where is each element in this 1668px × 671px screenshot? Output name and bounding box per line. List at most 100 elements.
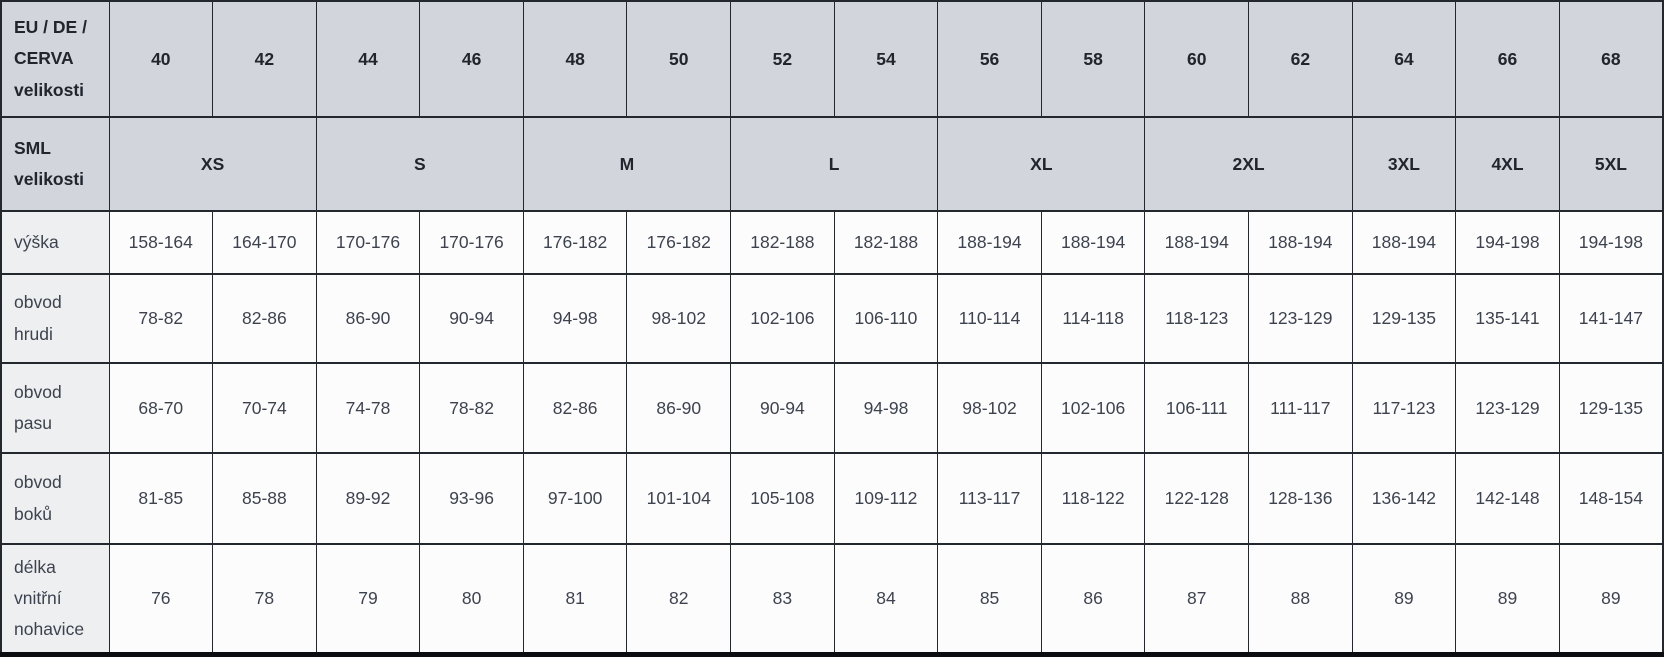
table-row: obvod hrudi 78-82 82-86 86-90 90-94 94-98 98-1… — [0, 273, 1664, 364]
measurement-value-cell: 81 — [522, 543, 628, 655]
measurement-value-cell: 129-135 — [1351, 273, 1457, 364]
measurement-value-cell: 142-148 — [1455, 452, 1560, 545]
measurement-row-label: délka vnitřní nohavice — [0, 543, 110, 655]
measurement-value-cell: 85-88 — [212, 452, 317, 545]
measurement-value-cell: 98-102 — [937, 362, 1042, 454]
measurement-value-cell: 110-114 — [937, 273, 1042, 364]
measurement-value-cell: 70-74 — [212, 362, 317, 454]
measurement-value-cell: 117-123 — [1351, 362, 1457, 454]
eu-size-cell: 44 — [315, 0, 421, 118]
measurement-value-cell: 68-70 — [108, 362, 214, 454]
measurement-value-cell: 97-100 — [522, 452, 628, 545]
measurement-value-cell: 194-198 — [1455, 210, 1560, 275]
measurement-row-label: obvod pasu — [0, 362, 110, 454]
measurement-value-cell: 129-135 — [1558, 362, 1664, 454]
measurement-value-cell: 136-142 — [1351, 452, 1457, 545]
measurement-value-cell: 135-141 — [1455, 273, 1560, 364]
size-chart-body: EU / DE / CERVA velikosti 40 42 44 46 48 50 52 5… — [0, 0, 1664, 655]
eu-size-cell: 48 — [522, 0, 628, 118]
sml-size-group-cell: XL — [937, 116, 1146, 212]
size-chart-table: EU / DE / CERVA velikosti 40 42 44 46 48 50 52 5… — [0, 0, 1664, 657]
measurement-value-cell: 89 — [1558, 543, 1664, 655]
measurement-value-cell: 89 — [1455, 543, 1560, 655]
table-row: délka vnitřní nohavice 76 78 79 80 81 82 83 84 85… — [0, 543, 1664, 655]
eu-size-cell: 60 — [1144, 0, 1250, 118]
measurement-value-cell: 176-182 — [522, 210, 628, 275]
eu-size-cell: 62 — [1248, 0, 1353, 118]
measurement-value-cell: 93-96 — [419, 452, 524, 545]
measurement-value-cell: 80 — [419, 543, 524, 655]
eu-size-cell: 56 — [937, 0, 1042, 118]
eu-size-cell: 46 — [419, 0, 524, 118]
measurement-value-cell: 109-112 — [833, 452, 939, 545]
measurement-value-cell: 87 — [1144, 543, 1250, 655]
measurement-value-cell: 123-129 — [1248, 273, 1353, 364]
measurement-value-cell: 188-194 — [1248, 210, 1353, 275]
sml-size-group-cell: 2XL — [1144, 116, 1353, 212]
measurement-value-cell: 94-98 — [522, 273, 628, 364]
measurement-value-cell: 89-92 — [315, 452, 421, 545]
measurement-value-cell: 182-188 — [730, 210, 835, 275]
eu-size-cell: 58 — [1040, 0, 1146, 118]
measurement-value-cell: 102-106 — [1040, 362, 1146, 454]
measurement-value-cell: 90-94 — [730, 362, 835, 454]
eu-sizes-header-label: EU / DE / CERVA velikosti — [0, 0, 110, 118]
measurement-value-cell: 101-104 — [626, 452, 732, 545]
measurement-value-cell: 90-94 — [419, 273, 524, 364]
measurement-value-cell: 89 — [1351, 543, 1457, 655]
measurement-value-cell: 106-110 — [833, 273, 939, 364]
eu-size-cell: 64 — [1351, 0, 1457, 118]
eu-size-cell: 50 — [626, 0, 732, 118]
eu-size-cell: 68 — [1558, 0, 1664, 118]
measurement-value-cell: 122-128 — [1144, 452, 1250, 545]
measurement-value-cell: 114-118 — [1040, 273, 1146, 364]
measurement-value-cell: 78-82 — [108, 273, 214, 364]
measurement-value-cell: 79 — [315, 543, 421, 655]
table-row: výška 158-164 164-170 170-176 170-176 176-182… — [0, 210, 1664, 275]
sml-size-group-cell: 3XL — [1351, 116, 1457, 212]
measurement-value-cell: 176-182 — [626, 210, 732, 275]
eu-size-cell: 52 — [730, 0, 835, 118]
sml-sizes-header-label: SML velikosti — [0, 116, 110, 212]
sml-size-group-cell: S — [315, 116, 524, 212]
measurement-value-cell: 128-136 — [1248, 452, 1353, 545]
measurement-value-cell: 170-176 — [419, 210, 524, 275]
measurement-value-cell: 118-123 — [1144, 273, 1250, 364]
measurement-value-cell: 88 — [1248, 543, 1353, 655]
measurement-value-cell: 83 — [730, 543, 835, 655]
measurement-value-cell: 102-106 — [730, 273, 835, 364]
measurement-value-cell: 78-82 — [419, 362, 524, 454]
measurement-value-cell: 86-90 — [626, 362, 732, 454]
table-row: obvod boků 81-85 85-88 89-92 93-96 97-100 101-… — [0, 452, 1664, 545]
measurement-row-label: obvod hrudi — [0, 273, 110, 364]
sml-size-group-cell: 5XL — [1558, 116, 1664, 212]
measurement-value-cell: 188-194 — [1351, 210, 1457, 275]
measurement-value-cell: 188-194 — [1040, 210, 1146, 275]
eu-size-cell: 66 — [1455, 0, 1560, 118]
sml-size-group-cell: 4XL — [1455, 116, 1560, 212]
sml-size-group-cell: M — [522, 116, 732, 212]
measurement-value-cell: 158-164 — [108, 210, 214, 275]
eu-size-cell: 40 — [108, 0, 214, 118]
measurement-value-cell: 86 — [1040, 543, 1146, 655]
measurement-row-label: výška — [0, 210, 110, 275]
table-row: SML velikosti XS S M L XL 2XL 3XL 4XL 5XL — [0, 116, 1664, 212]
measurement-value-cell: 118-122 — [1040, 452, 1146, 545]
measurement-value-cell: 170-176 — [315, 210, 421, 275]
measurement-value-cell: 94-98 — [833, 362, 939, 454]
measurement-value-cell: 74-78 — [315, 362, 421, 454]
sml-size-group-cell: XS — [108, 116, 317, 212]
measurement-value-cell: 106-111 — [1144, 362, 1250, 454]
table-row: EU / DE / CERVA velikosti 40 42 44 46 48 50 52 5… — [0, 0, 1664, 118]
measurement-value-cell: 182-188 — [833, 210, 939, 275]
measurement-row-label: obvod boků — [0, 452, 110, 545]
measurement-value-cell: 111-117 — [1248, 362, 1353, 454]
measurement-value-cell: 85 — [937, 543, 1042, 655]
sml-size-group-cell: L — [730, 116, 939, 212]
table-row: obvod pasu 68-70 70-74 74-78 78-82 82-86 86-90… — [0, 362, 1664, 454]
measurement-value-cell: 188-194 — [937, 210, 1042, 275]
measurement-value-cell: 84 — [833, 543, 939, 655]
measurement-value-cell: 123-129 — [1455, 362, 1560, 454]
measurement-value-cell: 141-147 — [1558, 273, 1664, 364]
measurement-value-cell: 98-102 — [626, 273, 732, 364]
